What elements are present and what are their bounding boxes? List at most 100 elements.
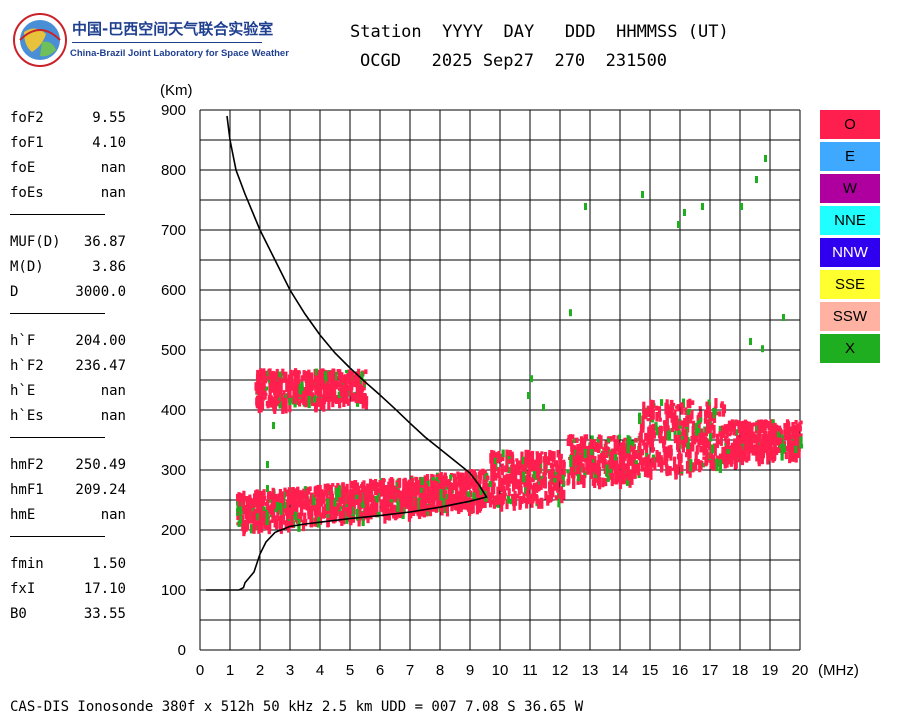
echo-mark bbox=[739, 446, 743, 459]
echo-mark bbox=[650, 443, 655, 453]
echo-mark bbox=[339, 384, 343, 396]
y-tick-labels: 0 100 200 300 400 500 600 700 800 900 bbox=[161, 102, 186, 659]
echo-mark bbox=[566, 469, 570, 474]
echo-mark bbox=[343, 381, 347, 390]
echo-mark bbox=[241, 514, 245, 527]
echo-mark bbox=[580, 478, 584, 485]
parameter-row: foF2 9.55 bbox=[10, 108, 150, 133]
y-tick-label: 700 bbox=[161, 222, 186, 239]
echo-mark bbox=[299, 388, 303, 395]
echo-mark bbox=[666, 431, 670, 440]
echo-mark bbox=[546, 460, 550, 465]
echo-mark bbox=[710, 422, 714, 430]
echo-mark bbox=[721, 446, 725, 459]
echo-mark bbox=[540, 475, 544, 481]
echo-mark bbox=[244, 508, 249, 518]
echo-mark bbox=[646, 459, 650, 471]
echo-mark bbox=[403, 495, 408, 507]
echo-mark bbox=[662, 447, 666, 453]
echo-mark bbox=[276, 381, 280, 385]
echo-mark bbox=[711, 432, 715, 439]
echo-mark bbox=[680, 404, 684, 415]
parameter-row: hmF1 209.24 bbox=[10, 480, 150, 505]
echo-mark bbox=[696, 420, 700, 425]
echo-mark bbox=[676, 439, 680, 453]
echo-mark bbox=[528, 458, 532, 468]
echo-mark bbox=[331, 497, 335, 507]
x-tick-label: 20 bbox=[792, 662, 809, 679]
echo-mark bbox=[427, 497, 431, 509]
echo-mark bbox=[685, 452, 689, 458]
echo-mark bbox=[502, 485, 506, 498]
echo-mark bbox=[355, 376, 359, 388]
echo-mark bbox=[658, 428, 662, 437]
echo-mark bbox=[792, 424, 796, 436]
legend-entry-sse: SSE bbox=[820, 270, 880, 299]
echo-mark bbox=[704, 427, 709, 437]
echo-mark bbox=[276, 387, 280, 398]
echo-mark bbox=[450, 495, 454, 509]
echo-mark bbox=[462, 484, 466, 496]
echo-mark bbox=[773, 440, 778, 445]
echo-mark bbox=[439, 501, 443, 510]
echo-mark bbox=[789, 426, 793, 434]
echo-mark bbox=[725, 440, 729, 445]
echo-mark bbox=[295, 375, 299, 387]
echo-mark bbox=[428, 497, 432, 503]
echo-mark bbox=[325, 386, 330, 394]
echo-mark bbox=[259, 368, 263, 375]
echo-mark bbox=[537, 498, 541, 509]
echo-mark bbox=[528, 463, 532, 476]
echo-mark bbox=[771, 419, 775, 427]
echo-mark bbox=[751, 431, 755, 435]
echo-mark bbox=[566, 478, 570, 486]
echo-mark bbox=[747, 450, 751, 461]
echo-mark bbox=[269, 374, 273, 386]
echo-mark bbox=[572, 459, 576, 470]
echo-mark bbox=[618, 464, 622, 469]
echo-mark bbox=[617, 445, 621, 453]
echo-mark bbox=[342, 398, 346, 408]
echo-mark bbox=[755, 437, 759, 448]
echo-mark bbox=[258, 510, 263, 523]
echo-mark bbox=[362, 480, 366, 489]
echo-mark bbox=[297, 393, 301, 397]
echo-mark bbox=[289, 370, 293, 378]
echo-mark bbox=[282, 376, 287, 382]
echo-mark bbox=[544, 490, 548, 500]
echo-mark bbox=[245, 515, 249, 522]
echo-mark bbox=[255, 389, 259, 394]
echo-mark bbox=[262, 489, 266, 496]
echo-mark bbox=[245, 499, 249, 513]
echo-mark bbox=[505, 455, 509, 467]
echo-mark bbox=[669, 399, 674, 407]
echo-mark bbox=[303, 387, 307, 394]
echo-mark bbox=[505, 499, 509, 510]
echo-mark bbox=[680, 465, 684, 472]
echo-mark bbox=[539, 480, 543, 490]
echo-mark bbox=[631, 462, 635, 472]
echo-mark bbox=[721, 404, 726, 417]
x-tick-label: 6 bbox=[376, 662, 384, 679]
echo-mark bbox=[349, 371, 353, 379]
x-mode-mark bbox=[569, 309, 572, 317]
x-tick-label: 4 bbox=[316, 662, 324, 679]
echo-mark bbox=[692, 420, 696, 431]
echo-mark bbox=[644, 432, 648, 442]
echo-mark bbox=[293, 374, 298, 385]
echo-mark bbox=[275, 368, 279, 373]
echo-mark bbox=[276, 501, 280, 510]
echo-mark bbox=[300, 494, 304, 504]
echo-mark bbox=[655, 450, 659, 460]
echo-mark bbox=[645, 442, 649, 454]
parameter-row: hmE nan bbox=[10, 505, 150, 530]
echo-mark bbox=[422, 489, 426, 496]
echo-mark bbox=[469, 469, 473, 473]
echo-mark bbox=[357, 380, 361, 393]
echo-mark bbox=[673, 409, 677, 420]
echo-mark bbox=[533, 488, 537, 497]
echo-mark bbox=[283, 371, 287, 378]
echo-mark bbox=[548, 450, 552, 462]
echo-mark bbox=[307, 388, 311, 396]
echo-mark bbox=[289, 387, 293, 391]
